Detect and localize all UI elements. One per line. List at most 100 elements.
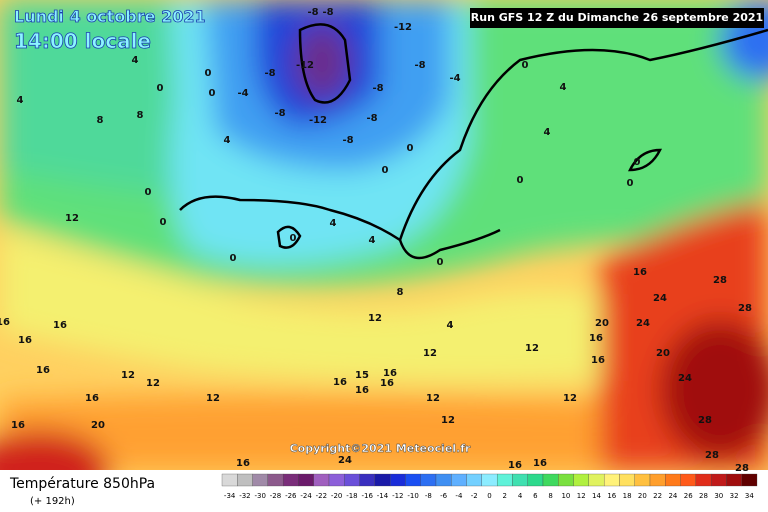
isotherm-label: 4 xyxy=(132,55,139,66)
isotherm-label: 20 xyxy=(595,318,609,329)
isotherm-label: 0 xyxy=(437,257,444,268)
scale-label: -6 xyxy=(440,492,448,500)
color-swatch xyxy=(420,473,437,487)
isotherm-label: -8 xyxy=(274,108,285,119)
scale-label: 34 xyxy=(745,492,754,500)
color-swatch xyxy=(466,473,483,487)
color-swatch xyxy=(527,473,544,487)
color-swatch xyxy=(680,473,697,487)
isotherm-label: 16 xyxy=(380,378,394,389)
isotherm-label: -8 xyxy=(264,68,275,79)
isotherm-label: 16 xyxy=(18,335,32,346)
scale-label: -10 xyxy=(407,492,418,500)
isotherm-label: 16 xyxy=(36,365,50,376)
scale-label: -34 xyxy=(224,492,236,500)
isotherm-label: 20 xyxy=(91,420,105,431)
isotherm-label: 0 xyxy=(634,157,641,168)
isotherm-label: -8 xyxy=(372,83,383,94)
isotherm-label: 16 xyxy=(383,368,397,379)
isotherm-label: -8 xyxy=(307,7,318,18)
isotherm-label: 16 xyxy=(11,420,25,431)
color-swatch xyxy=(603,473,620,487)
color-swatch xyxy=(451,473,467,487)
isotherm-label: 16 xyxy=(85,393,99,404)
color-swatch xyxy=(374,473,391,487)
color-swatch xyxy=(252,473,269,487)
isotherm-label: 12 xyxy=(368,313,382,324)
isotherm-label: 12 xyxy=(525,343,539,354)
isotherm-label: -8 xyxy=(342,135,353,146)
isotherm-label: 15 xyxy=(355,370,369,381)
scale-label: -2 xyxy=(471,492,478,500)
isotherm-label: 12 xyxy=(426,393,440,404)
run-box xyxy=(470,8,764,28)
isotherm-label: 12 xyxy=(563,393,577,404)
scale-label: 4 xyxy=(518,492,523,500)
isotherm-label: 16 xyxy=(53,320,67,331)
forecast-date: Lundi 4 octobre 2021 xyxy=(14,7,206,26)
isotherm-label: 4 xyxy=(447,320,454,331)
scale-label: 30 xyxy=(714,492,723,500)
isotherm-label: -12 xyxy=(296,60,314,71)
color-swatch xyxy=(328,473,345,487)
isotherm-label: 0 xyxy=(230,253,237,264)
scale-label: 20 xyxy=(638,492,647,500)
isotherm-label: 16 xyxy=(589,333,603,344)
scale-label: -4 xyxy=(455,492,463,500)
color-swatch xyxy=(405,473,421,487)
isotherm-label: -4 xyxy=(449,73,460,84)
color-swatch xyxy=(634,473,651,487)
isotherm-label: -8 xyxy=(366,113,377,124)
isotherm-label: 12 xyxy=(65,213,79,224)
scale-label: -14 xyxy=(377,492,389,500)
scale-label: -20 xyxy=(331,492,342,500)
color-swatch xyxy=(481,473,498,487)
isotherm-label: 0 xyxy=(627,178,634,189)
scale-label: -32 xyxy=(239,492,250,500)
color-swatch xyxy=(389,473,406,487)
forecast-time: 14:00 locale xyxy=(14,29,151,53)
scale-label: 26 xyxy=(684,492,693,500)
isotherm-label: 0 xyxy=(407,143,414,154)
scale-label: 8 xyxy=(548,492,552,500)
isotherm-label: 4 xyxy=(560,82,567,93)
color-swatch xyxy=(435,473,452,487)
color-swatch xyxy=(558,473,574,487)
isotherm-label: 24 xyxy=(653,293,667,304)
color-swatch xyxy=(665,473,681,487)
scale-label: 6 xyxy=(533,492,538,500)
isotherm-label: 28 xyxy=(705,450,719,461)
isotherm-label: 0 xyxy=(522,60,529,71)
run-info: Run GFS 12 Z du Dimanche 26 septembre 20… xyxy=(471,11,763,24)
color-swatch xyxy=(221,473,238,487)
color-swatch xyxy=(695,473,712,487)
isotherm-label: 12 xyxy=(206,393,220,404)
isotherm-label: 16 xyxy=(236,458,250,469)
color-swatch xyxy=(359,473,376,487)
color-swatch xyxy=(726,473,742,487)
color-swatch xyxy=(741,473,758,487)
color-swatch xyxy=(267,473,284,487)
isotherm-label: 0 xyxy=(290,233,297,244)
isotherm-label: 0 xyxy=(145,187,152,198)
footer-title: Température 850hPa xyxy=(9,476,155,492)
isotherm-label: 8 xyxy=(397,287,404,298)
isotherm-label: -4 xyxy=(237,88,248,99)
scale-label: 14 xyxy=(592,492,601,500)
isotherm-label: 16 xyxy=(533,458,547,469)
scale-label: 32 xyxy=(730,492,739,500)
isotherm-label: 12 xyxy=(146,378,160,389)
scale-label: -22 xyxy=(316,492,327,500)
isotherm-label: 0 xyxy=(382,165,389,176)
isotherm-label: 8 xyxy=(137,110,144,121)
scale-label: -28 xyxy=(270,492,281,500)
color-swatch xyxy=(573,473,590,487)
scale-label: 22 xyxy=(653,492,662,500)
isotherm-label: -12 xyxy=(394,22,412,33)
isotherm-label: 0 xyxy=(160,217,167,228)
coastlines xyxy=(179,23,768,260)
isotherm-label: 8 xyxy=(97,115,104,126)
scale-label: 12 xyxy=(577,492,586,500)
